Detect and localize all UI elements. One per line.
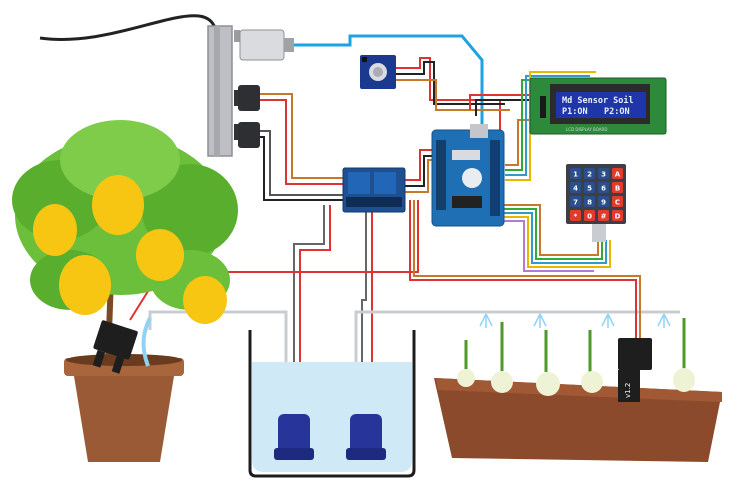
keypad-key-label: 4 <box>573 185 578 193</box>
lemon <box>33 204 77 256</box>
keypad-keys: 1 2 3 A 4 5 6 B 7 8 9 C * 0 # D <box>570 168 623 221</box>
mains-power-cable <box>39 14 217 41</box>
drip-sprinklers <box>479 313 671 328</box>
keypad-key-label: A <box>615 171 621 179</box>
relay-to-pump1-red <box>299 205 331 418</box>
power-strip <box>207 25 240 157</box>
keypad-key-label: 9 <box>601 199 606 207</box>
keypad-wire-1 <box>500 204 599 256</box>
sensor-wire-red <box>129 200 419 321</box>
sensor-wire-red-2 <box>409 200 637 340</box>
water-pump-1 <box>274 414 314 460</box>
lcd-line-2-right: P2:ON <box>604 107 630 117</box>
plug1-wire-brown <box>260 93 345 179</box>
onion-planter <box>434 378 722 462</box>
soil-sensor-right: v1.2 <box>618 338 652 402</box>
keypad-key <box>584 182 595 193</box>
keypad-key <box>598 168 609 179</box>
lcd-screen <box>556 92 646 118</box>
keypad-key-label: 2 <box>587 171 592 179</box>
keypad-key <box>584 196 595 207</box>
water-pump-2 <box>346 414 386 460</box>
pump-plug-1 <box>238 85 260 111</box>
onion-plant <box>581 330 603 393</box>
keypad-wire-2 <box>500 208 603 260</box>
keypad-key-label: 1 <box>573 171 578 179</box>
sensor-version-label: v1.2 <box>624 383 632 398</box>
sensor-wire-orange <box>413 200 641 340</box>
keypad-key-label: C <box>615 199 620 207</box>
keypad-key-label: 0 <box>587 213 592 221</box>
keypad-key <box>584 210 595 221</box>
keypad-key <box>584 168 595 179</box>
usb-cable <box>294 34 484 140</box>
keypad-key <box>570 196 581 207</box>
lcd-line-1: Md Sensor Soil <box>562 95 634 106</box>
keypad-key <box>612 182 623 193</box>
onion-plant <box>536 330 560 396</box>
relay-module <box>342 167 406 213</box>
lemons <box>33 175 227 324</box>
lcd-display: Md Sensor Soil P1:ON P2:ON LCD DISPLAY B… <box>529 77 667 135</box>
lemon <box>136 229 184 281</box>
keypad-wire-4 <box>500 216 611 268</box>
keypad-key-label: 3 <box>601 171 606 179</box>
lcd-wire-blue <box>505 75 590 176</box>
lemon-pot <box>64 354 184 462</box>
onion-plant <box>457 340 475 387</box>
keypad-key <box>598 210 609 221</box>
onion-plant <box>491 322 513 393</box>
arduino-uno-board <box>431 124 505 227</box>
lemon <box>59 255 111 315</box>
keypad-key <box>612 168 623 179</box>
usb-power-adapter <box>239 29 294 61</box>
rtc-module <box>360 55 396 89</box>
keypad-key-label: * <box>574 213 578 221</box>
soil-sensor-left <box>92 320 138 374</box>
rtc-wire-orange <box>395 79 510 111</box>
keypad-key-label: 7 <box>573 199 578 207</box>
keypad-key-label: 8 <box>587 199 592 207</box>
onion-plants <box>457 318 695 396</box>
keypad-wire-3 <box>500 212 607 264</box>
keypad-key-label: 5 <box>587 185 592 193</box>
plug1-wire-red <box>260 99 345 185</box>
keypad-key <box>570 168 581 179</box>
relay-to-arduino-c <box>405 159 432 193</box>
relay-to-pump1-grey <box>293 205 325 418</box>
relay-to-arduino-b <box>405 155 432 187</box>
keypad-key <box>598 182 609 193</box>
keypad-key <box>612 210 623 221</box>
keypad-key-label: # <box>601 213 607 221</box>
pump-plug-2 <box>238 122 260 148</box>
lemon <box>92 175 144 235</box>
water-stream-tree <box>141 317 152 367</box>
keypad-key <box>612 196 623 207</box>
keypad-key-label: D <box>615 213 621 221</box>
keypad-key-label: 6 <box>601 185 606 193</box>
lcd-line-2-left: P1:ON <box>562 107 588 117</box>
onion-plant <box>673 318 695 392</box>
relay-to-arduino-a <box>405 149 432 181</box>
membrane-keypad: 1 2 3 A 4 5 6 B 7 8 9 C * 0 # D <box>566 164 626 242</box>
lemon <box>183 276 227 324</box>
plug2-wire-black <box>260 136 345 201</box>
relay-to-pump2-grey <box>361 212 367 418</box>
keypad-key <box>598 196 609 207</box>
keypad-wire-5 <box>500 220 594 272</box>
keypad-key <box>570 210 581 221</box>
plug2-wire-grey <box>260 130 345 196</box>
lcd-board-caption: LCD DISPLAY BOARD <box>566 127 607 132</box>
rtc-wire-black <box>395 61 505 105</box>
keypad-key <box>570 182 581 193</box>
keypad-key-label: B <box>615 185 620 193</box>
